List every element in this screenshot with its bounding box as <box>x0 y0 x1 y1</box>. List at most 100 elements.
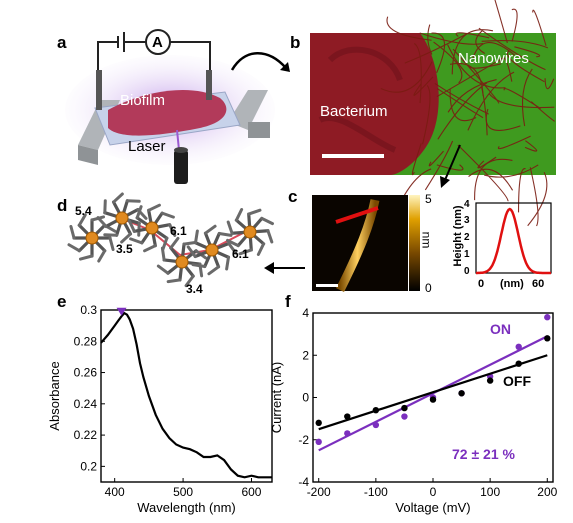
heme-molecule <box>127 203 177 253</box>
data-point-off <box>458 390 465 397</box>
heme-bond <box>168 223 177 237</box>
distance-label-2: 3.5 <box>116 242 133 256</box>
nanowire-strand <box>447 44 506 89</box>
x-axis-label: Voltage (mV) <box>395 500 470 515</box>
heme-bond <box>217 232 233 237</box>
y-tick-label: 0.28 <box>74 334 98 348</box>
nanowire-strand <box>477 156 497 169</box>
data-point-off <box>429 396 437 403</box>
y-axis-label: Current (nA) <box>269 362 284 434</box>
nanowire-strand <box>422 85 431 145</box>
nanowire-strand <box>434 82 489 115</box>
legend-on: ON <box>490 321 511 337</box>
panel-label-f: f <box>285 292 291 311</box>
profile-ytick-2: 2 <box>464 232 470 243</box>
heme-bond <box>207 265 221 276</box>
heme-molecule <box>96 192 148 244</box>
heme-bond <box>77 213 87 227</box>
absorbance-curve <box>100 311 272 479</box>
heme-bond <box>96 216 108 228</box>
data-point-off <box>344 413 351 420</box>
panel-c-afm <box>312 195 420 293</box>
nanowire-strand <box>451 29 494 75</box>
heme-bond <box>127 219 136 233</box>
profile-xtick-unit: (nm) <box>500 278 524 290</box>
heme-molecule <box>226 208 274 256</box>
nanowire-strand <box>499 57 513 82</box>
profile-ytick-1: 1 <box>464 249 470 260</box>
x-tick-label: 0 <box>430 485 437 499</box>
nanowire-strand <box>484 164 539 178</box>
heme-bond <box>260 216 274 226</box>
y-tick-label: 0.26 <box>74 366 98 380</box>
nanowires-label: Nanowires <box>458 50 529 67</box>
nanowire-strand <box>449 89 477 122</box>
heme-bond <box>166 278 182 284</box>
x-tick-label: 400 <box>105 485 125 499</box>
profile-ytick-3: 3 <box>464 215 470 226</box>
heme-bond <box>120 232 132 244</box>
arrow-a-to-b <box>230 52 287 71</box>
heme-bond <box>67 243 81 253</box>
nanowire-strand <box>497 135 531 150</box>
nanowire-strand <box>529 167 539 227</box>
heme-bond <box>78 254 94 261</box>
x-axis-label: Wavelength (nm) <box>137 500 236 515</box>
distance-label-4: 6.1 <box>232 247 249 261</box>
iron-atom <box>145 221 159 235</box>
heme-bond <box>135 205 143 220</box>
nanowire-strand <box>467 71 515 131</box>
y-tick-label: -2 <box>298 433 309 447</box>
nanowire-strand <box>455 32 490 39</box>
panel-b-micrograph <box>310 0 556 227</box>
nanowire-strand <box>428 150 444 167</box>
nanowire-strand <box>467 63 501 69</box>
nanowire-strand <box>480 86 488 136</box>
x-tick-label: -100 <box>364 485 388 499</box>
y-tick-label: -4 <box>298 475 309 489</box>
profile-ytick-4: 4 <box>464 199 470 210</box>
nanowire-strand <box>517 168 526 213</box>
x-tick-label: 500 <box>173 485 193 499</box>
profile-ylabel: Height (nm) <box>452 205 464 267</box>
nanowire-strand <box>436 58 501 98</box>
y-tick-label: 4 <box>302 306 309 320</box>
nanowire-strand <box>437 88 484 119</box>
profile-xtick-60: 60 <box>532 278 545 290</box>
nanowire-strand <box>380 61 433 93</box>
heme-bond <box>160 246 166 262</box>
panel-label-e: e <box>57 292 67 311</box>
heme-bond <box>191 263 207 268</box>
y-tick-label: 0.24 <box>74 397 98 411</box>
x-tick-label: 600 <box>241 485 261 499</box>
heme-bond <box>160 211 175 219</box>
heme-bond <box>108 236 115 252</box>
panel-label-b: b <box>290 33 301 52</box>
heme-bond <box>256 242 266 256</box>
data-point-on <box>515 343 522 350</box>
data-point-off <box>515 360 522 367</box>
y-tick-label: 0.22 <box>74 428 98 442</box>
panel-d-hemes <box>67 192 274 288</box>
heme-molecule <box>156 236 208 288</box>
y-tick-label: 0.3 <box>80 303 97 317</box>
colorbar-tick-max: 5 <box>425 192 432 206</box>
heme-bond <box>234 208 244 222</box>
nanowire-strand <box>478 27 546 71</box>
nanowire-strand <box>447 79 497 113</box>
heme-molecule <box>186 224 238 276</box>
heme-bond <box>112 192 124 204</box>
nanowire-strand <box>431 32 445 74</box>
heme-bond <box>203 224 217 235</box>
heme-bond <box>69 224 76 240</box>
distance-label-1: 5.4 <box>75 204 92 218</box>
data-point-off <box>401 404 408 412</box>
data-point-on <box>544 314 551 321</box>
nanowire-strand <box>527 171 548 227</box>
nanowire-strand <box>433 41 463 84</box>
heme-bond <box>227 241 238 255</box>
data-point-off <box>372 406 380 414</box>
heme-bond <box>143 244 157 253</box>
heme-bond <box>247 208 262 216</box>
nanowire-strand <box>413 76 434 96</box>
